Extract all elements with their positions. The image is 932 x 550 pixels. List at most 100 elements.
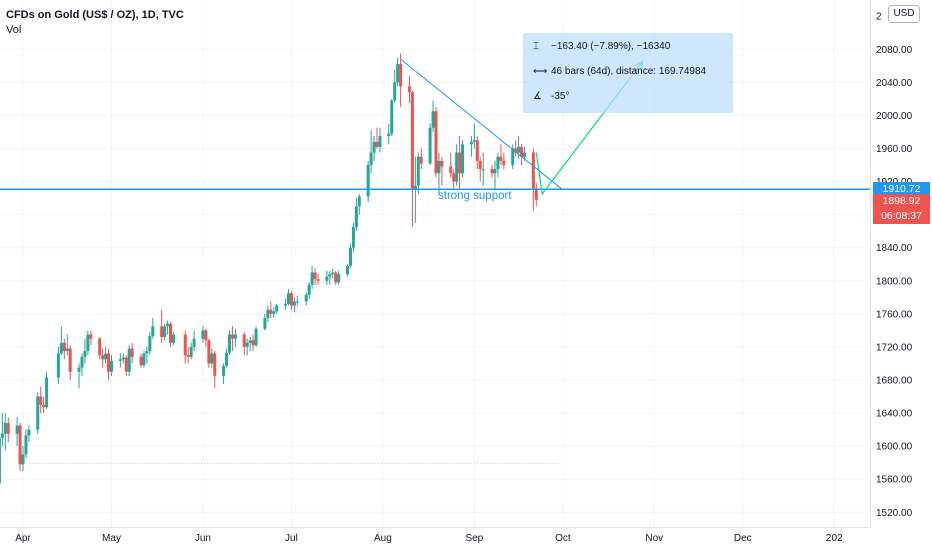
candle bbox=[499, 144, 503, 166]
candle-body bbox=[304, 294, 308, 302]
candle bbox=[68, 345, 72, 380]
candle-body bbox=[127, 348, 131, 372]
candle-body bbox=[481, 169, 485, 171]
candle-body bbox=[160, 326, 164, 338]
candle bbox=[399, 53, 403, 108]
candle bbox=[3, 413, 7, 451]
candle bbox=[434, 107, 438, 178]
candle bbox=[163, 323, 167, 341]
candle bbox=[166, 320, 170, 335]
candle-body bbox=[378, 136, 382, 147]
candle bbox=[139, 353, 143, 368]
candle bbox=[514, 140, 518, 157]
candle-body bbox=[266, 309, 270, 318]
candle-body bbox=[434, 111, 438, 174]
candle bbox=[62, 338, 66, 360]
candle-body bbox=[334, 272, 338, 283]
candle-body bbox=[0, 433, 4, 438]
grid-lines bbox=[0, 0, 870, 527]
candle bbox=[228, 330, 231, 356]
candle-body bbox=[292, 301, 296, 306]
candle bbox=[458, 136, 462, 190]
candle-body bbox=[3, 422, 7, 434]
y-tick-label: 1960.00 bbox=[876, 144, 913, 155]
candle-body bbox=[393, 82, 397, 101]
candle-body bbox=[233, 334, 237, 339]
candle-body bbox=[534, 188, 538, 200]
candle-body bbox=[83, 351, 87, 357]
plot-area[interactable] bbox=[0, 0, 870, 527]
candle-body bbox=[307, 284, 311, 295]
candle bbox=[490, 165, 494, 178]
candle-body bbox=[502, 160, 506, 166]
candle-body bbox=[124, 357, 128, 372]
candle-body bbox=[59, 342, 63, 354]
candle-body bbox=[242, 334, 246, 347]
candle-body bbox=[357, 196, 361, 207]
candle bbox=[148, 332, 152, 356]
candle-body bbox=[287, 293, 290, 304]
candle-body bbox=[407, 86, 411, 93]
candle-body bbox=[331, 272, 335, 275]
y-tick-label: 1640.00 bbox=[876, 409, 913, 420]
candle-body bbox=[416, 156, 420, 186]
candle-body bbox=[42, 404, 46, 408]
candle-body bbox=[275, 305, 279, 312]
candle-body bbox=[86, 334, 90, 352]
candle bbox=[21, 446, 25, 471]
candle-body bbox=[469, 141, 473, 145]
candle-body bbox=[45, 377, 49, 408]
candle-body bbox=[183, 334, 187, 356]
candle bbox=[142, 351, 146, 368]
candle bbox=[449, 152, 453, 178]
y-tick-label: 2 bbox=[876, 12, 882, 23]
candle-body bbox=[139, 356, 143, 366]
y-tick-label: 1600.00 bbox=[876, 442, 913, 453]
time-axis[interactable]: Apr May Jun Jul Aug Sep Oct Nov Dec 202 bbox=[15, 533, 843, 544]
candle-body bbox=[269, 309, 273, 314]
candle-body bbox=[449, 166, 453, 174]
candle-body bbox=[523, 152, 526, 157]
chart-legend: CFDs on Gold (US$ / OZ), 1D, TVC Vol bbox=[6, 8, 184, 38]
candle-body bbox=[210, 353, 214, 364]
currency-button[interactable]: USD bbox=[888, 5, 920, 23]
candle bbox=[295, 295, 299, 306]
candle-body bbox=[295, 301, 299, 303]
candle-body bbox=[316, 279, 320, 281]
candle bbox=[207, 338, 211, 368]
candle-body bbox=[520, 146, 524, 157]
candle-body bbox=[68, 348, 72, 372]
candle-body bbox=[145, 351, 149, 354]
candle-body bbox=[248, 340, 252, 343]
candle bbox=[346, 264, 349, 277]
candle bbox=[493, 160, 497, 190]
candle bbox=[56, 346, 60, 385]
volume-indicator-label[interactable]: Vol bbox=[6, 24, 22, 36]
candle-body bbox=[514, 148, 518, 153]
candle bbox=[287, 289, 290, 306]
candle bbox=[189, 342, 193, 360]
candle bbox=[6, 417, 10, 443]
candle-body bbox=[189, 346, 193, 357]
candle-body bbox=[163, 326, 167, 338]
candle bbox=[118, 353, 122, 368]
candle-body bbox=[496, 156, 500, 170]
candle bbox=[24, 429, 28, 459]
candle bbox=[375, 127, 379, 149]
candle-body bbox=[130, 348, 134, 357]
y-tick-label: 1760.00 bbox=[876, 309, 913, 320]
candle-body bbox=[56, 353, 60, 378]
candle bbox=[316, 274, 320, 285]
candle bbox=[124, 355, 128, 376]
candle-body bbox=[455, 152, 459, 182]
candle-body bbox=[89, 334, 93, 339]
price-axis[interactable]: 2080.002040.002000.001960.001920.001880.… bbox=[876, 12, 913, 519]
x-tick-label: Sep bbox=[465, 533, 483, 544]
candle bbox=[431, 100, 435, 132]
candle bbox=[204, 328, 208, 347]
candle bbox=[110, 355, 113, 376]
candle bbox=[440, 156, 444, 186]
candle-body bbox=[493, 169, 497, 174]
symbol-title[interactable]: CFDs on Gold (US$ / OZ), 1D, TVC bbox=[6, 9, 184, 21]
